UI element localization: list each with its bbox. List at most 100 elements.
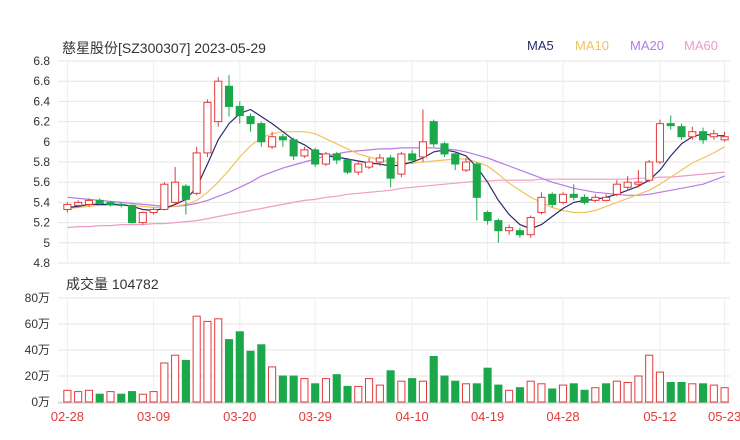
- volume-bar: [612, 380, 621, 403]
- volume-bar: [645, 354, 654, 403]
- price-tick-label: 4.8: [33, 256, 50, 270]
- volume-bar: [74, 391, 83, 403]
- candle-body: [451, 153, 460, 165]
- date-tick-label: 02-28: [51, 409, 84, 424]
- volume-bar: [472, 383, 481, 403]
- volume-bar: [677, 382, 686, 403]
- volume-bar: [332, 374, 341, 403]
- price-tick-label: 6: [43, 135, 50, 149]
- volume-bar: [375, 384, 384, 403]
- price-tick-label: 5: [43, 236, 50, 250]
- volume-bar: [246, 350, 255, 403]
- volume-bar: [397, 380, 406, 403]
- volume-bar: [224, 339, 234, 403]
- price-tick-label: 6.8: [33, 54, 50, 68]
- volume-bar: [63, 389, 72, 403]
- candle-body: [365, 161, 374, 168]
- volume-bar: [515, 387, 524, 403]
- date-tick-label: 04-19: [471, 409, 504, 424]
- candle-body: [278, 136, 287, 141]
- volume-bar: [106, 391, 115, 403]
- volume-bar: [138, 393, 147, 403]
- candle-body: [354, 163, 363, 173]
- volume-bar: [558, 384, 568, 403]
- candle-body: [623, 181, 632, 188]
- candle-body: [505, 227, 514, 232]
- candle-body: [418, 141, 427, 158]
- candle-body: [63, 203, 72, 210]
- candle-body: [537, 196, 546, 214]
- candle-body: [106, 201, 115, 205]
- price-tick-label: 6.6: [33, 74, 50, 88]
- volume-bar: [655, 371, 665, 403]
- date-tick-label: 03-20: [223, 409, 256, 424]
- candle-body: [257, 123, 266, 143]
- candle-body: [720, 136, 729, 141]
- legend-ma5: MA5: [527, 38, 554, 53]
- volume-bar: [537, 383, 546, 403]
- candle-body: [548, 193, 557, 205]
- volume-bar: [127, 391, 137, 403]
- volume-tick-label: 40万: [25, 343, 50, 357]
- candle-body: [375, 157, 384, 163]
- volume-bar: [623, 382, 632, 403]
- volume-bar: [84, 389, 93, 403]
- volume-bar: [203, 320, 212, 403]
- candle-body: [666, 123, 675, 127]
- candle-body: [440, 143, 449, 155]
- volume-bar: [214, 318, 223, 403]
- price-tick-label: 6.4: [33, 94, 50, 108]
- volume-bar: [451, 380, 460, 403]
- candle-body: [699, 131, 708, 141]
- volume-tick-label: 20万: [25, 369, 50, 383]
- volume-label-value: 104782: [111, 276, 159, 292]
- candle-body: [117, 203, 126, 206]
- volume-bar: [149, 391, 158, 403]
- date-tick-label: 05-23: [708, 409, 740, 424]
- candle-body: [558, 193, 568, 203]
- volume-bar: [300, 378, 309, 403]
- volume-bar: [720, 387, 729, 403]
- volume-tick-label: 80万: [25, 291, 50, 305]
- candle-body: [472, 163, 481, 198]
- volume-tick-label: 0万: [31, 395, 50, 409]
- price-tick-label: 5.6: [33, 175, 50, 189]
- candle-body: [688, 131, 697, 138]
- volume-bar: [666, 382, 675, 403]
- legend-ma60: MA60: [684, 38, 718, 53]
- date-tick-label: 04-10: [396, 409, 429, 424]
- candle-body: [343, 159, 352, 173]
- candle-body: [515, 230, 524, 236]
- volume-bar: [95, 393, 104, 403]
- volume-bar: [709, 384, 718, 403]
- volume-bar: [580, 389, 589, 403]
- candle-body: [84, 199, 93, 205]
- candle-body: [483, 212, 492, 222]
- volume-bar: [699, 383, 708, 403]
- volume-bar: [117, 393, 126, 403]
- volume-label-text: 成交量: [66, 276, 108, 292]
- candle-body: [397, 153, 406, 175]
- candle-body: [655, 123, 665, 163]
- candle-body: [408, 153, 417, 161]
- candle-body: [634, 181, 643, 185]
- legend-ma10: MA10: [575, 38, 609, 53]
- volume-bar: [688, 383, 697, 403]
- volume-bar: [257, 344, 266, 403]
- candle-body: [289, 139, 298, 157]
- price-tick-label: 5.4: [33, 195, 50, 209]
- candle-body: [569, 193, 578, 198]
- volume-bar: [386, 370, 395, 403]
- volume-bar: [548, 388, 557, 403]
- candle-body: [74, 201, 83, 206]
- candle-body: [300, 149, 309, 157]
- ma5-line: [67, 108, 725, 230]
- candle-body: [203, 101, 212, 154]
- candle-body: [268, 136, 277, 148]
- price-tick-label: 5.2: [33, 216, 50, 230]
- volume-label: 成交量 104782: [66, 274, 159, 294]
- volume-bar: [505, 389, 514, 403]
- volume-bar: [483, 367, 492, 403]
- candle-body: [591, 196, 600, 201]
- volume-bar: [365, 378, 374, 403]
